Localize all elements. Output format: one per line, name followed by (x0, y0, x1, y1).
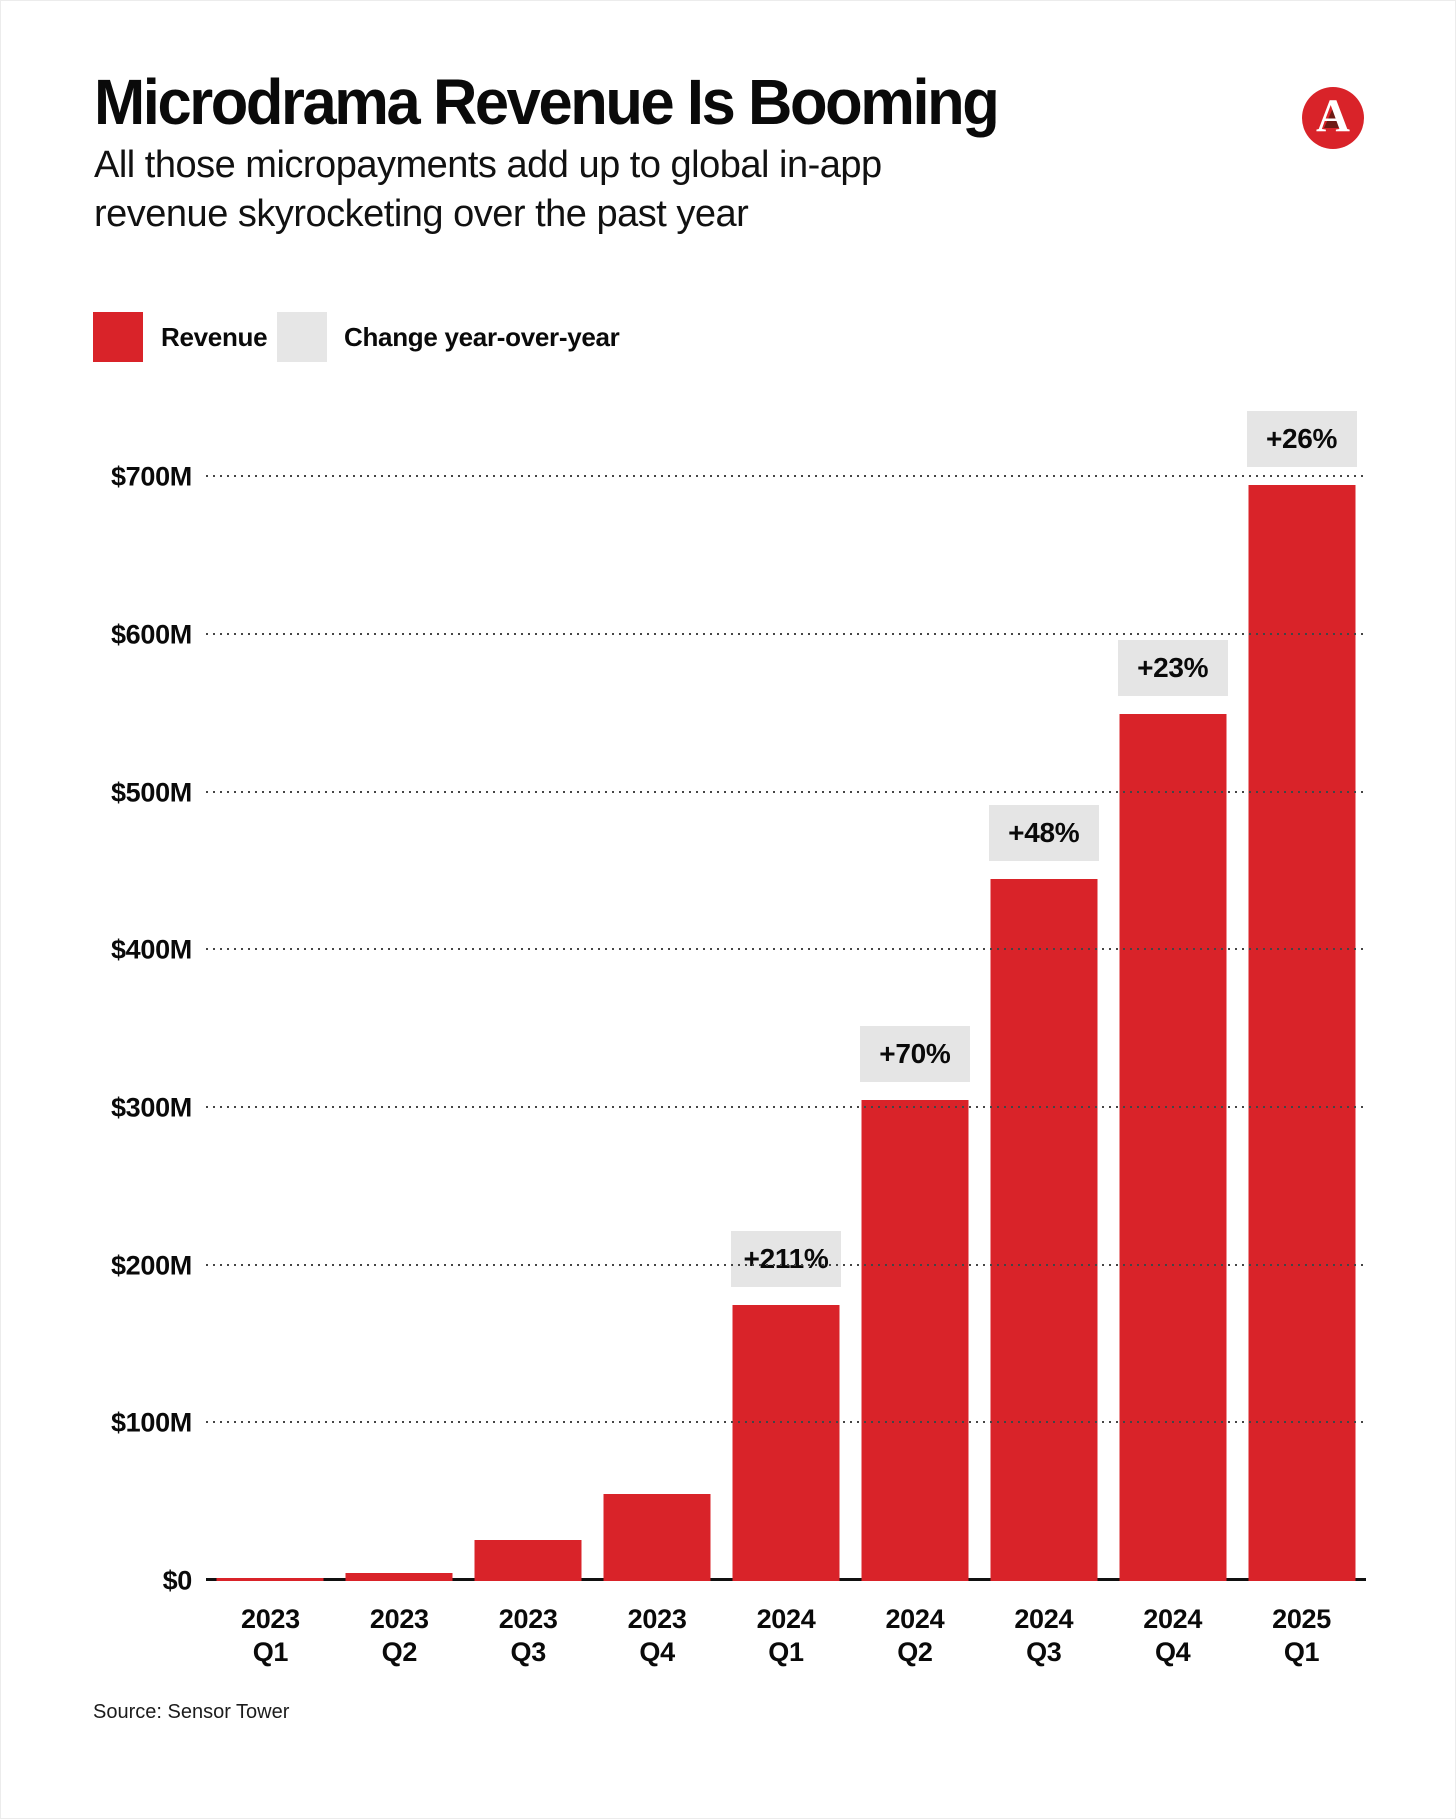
x-label-quarter: Q2 (897, 1637, 933, 1667)
x-axis-tick-label: 2023 Q4 (593, 1603, 722, 1669)
y-axis-tick-label: $100M (110, 1407, 192, 1438)
gridline-200m (206, 1263, 1366, 1266)
source-note: Source: Sensor Tower (93, 1701, 290, 1723)
chart-subtitle: All those micropayments add up to global… (94, 141, 882, 239)
legend-label-change: Change year-over-year (344, 321, 620, 352)
gridline-600m (206, 632, 1366, 635)
bar-slot-2023-q3: 2023 Q3 (464, 401, 593, 1667)
gridline-100m (206, 1421, 1366, 1424)
x-axis-tick-label: 2024 Q3 (979, 1603, 1108, 1669)
x-axis-tick-label: 2024 Q2 (850, 1603, 979, 1669)
revenue-bar (474, 1540, 582, 1581)
bar-slot-2024-q4: +23% 2024 Q4 (1108, 401, 1237, 1667)
gridline-700m (206, 475, 1366, 478)
x-label-year: 2023 (498, 1604, 558, 1634)
x-label-quarter: Q4 (1154, 1637, 1191, 1667)
x-axis-tick-label: 2025 Q1 (1237, 1603, 1366, 1669)
revenue-bar (603, 1494, 711, 1581)
x-label-year: 2025 (1272, 1604, 1331, 1634)
x-label-year: 2024 (885, 1604, 945, 1634)
x-label-quarter: Q2 (381, 1637, 418, 1667)
bar-slot-2023-q4: 2023 Q4 (593, 401, 722, 1667)
x-label-quarter: Q3 (510, 1637, 547, 1667)
gridline-500m (206, 790, 1366, 793)
bar-slot-2023-q1: 2023 Q1 (206, 401, 335, 1667)
logo-counter-triangle (1324, 108, 1342, 128)
legend-label-revenue: Revenue (161, 321, 268, 352)
x-label-year: 2024 (1014, 1604, 1074, 1634)
logo-letter: A (1316, 90, 1350, 142)
bar-slot-2025-q1: +26% 2025 Q1 (1237, 401, 1366, 1667)
x-label-quarter: Q3 (1026, 1637, 1062, 1667)
x-label-quarter: Q1 (1283, 1637, 1320, 1667)
bar-slot-2024-q2: +70% 2024 Q2 (850, 401, 979, 1667)
revenue-bar (345, 1573, 453, 1581)
legend-swatch-change (277, 312, 327, 362)
x-axis-tick-label: 2024 Q1 (722, 1603, 851, 1669)
revenue-bar (216, 1578, 324, 1581)
chart-subtitle-line2: revenue skyrocketing over the past year (94, 193, 749, 235)
x-axis-tick-label: 2023 Q3 (464, 1603, 593, 1669)
y-axis-tick-label: $600M (110, 619, 192, 650)
x-axis-tick-label: 2023 Q2 (335, 1603, 464, 1669)
x-label-quarter: Q1 (252, 1637, 289, 1667)
x-axis-tick-label: 2024 Q4 (1108, 1603, 1237, 1669)
atlantic-logo-icon: A (1302, 87, 1364, 149)
bar-slot-2023-q2: 2023 Q2 (335, 401, 464, 1667)
x-label-year: 2023 (241, 1604, 300, 1634)
x-label-year: 2023 (627, 1604, 687, 1634)
revenue-bar (732, 1305, 840, 1581)
bar-slots: 2023 Q1 2023 Q2 2023 Q3 2023 Q4 +211% 2024 Q1 +70% 2… (206, 401, 1366, 1667)
change-badge: +23% (1117, 640, 1228, 696)
x-label-quarter: Q4 (639, 1637, 675, 1667)
plot-area: 2023 Q1 2023 Q2 2023 Q3 2023 Q4 +211% 2024 Q1 +70% 2… (111, 401, 1366, 1667)
y-axis-tick-label: $300M (110, 1092, 192, 1123)
y-axis-tick-label: $700M (110, 461, 192, 492)
y-axis-tick-label: $200M (110, 1250, 192, 1281)
y-axis-tick-label: $0 (162, 1565, 193, 1596)
gridline-300m (206, 1105, 1366, 1108)
revenue-bar (990, 879, 1098, 1581)
revenue-bar (1119, 714, 1227, 1581)
chart-subtitle-line1: All those micropayments add up to global… (94, 144, 882, 186)
chart-title: Microdrama Revenue Is Booming (94, 66, 1000, 138)
revenue-bar (1248, 485, 1356, 1581)
x-label-year: 2024 (756, 1604, 816, 1634)
x-label-quarter: Q1 (768, 1637, 804, 1667)
legend-swatch-revenue (93, 312, 143, 362)
y-axis-tick-label: $400M (110, 934, 192, 965)
x-axis-tick-label: 2023 Q1 (206, 1603, 335, 1669)
x-label-year: 2023 (369, 1604, 429, 1634)
y-axis-tick-label: $500M (110, 777, 192, 807)
revenue-bar (861, 1100, 969, 1581)
change-badge: +48% (988, 805, 1099, 861)
x-label-year: 2024 (1143, 1604, 1203, 1634)
gridline-400m (206, 948, 1366, 951)
bar-slot-2024-q3: +48% 2024 Q3 (979, 401, 1108, 1667)
change-badge: +211% (731, 1231, 841, 1287)
change-badge: +26% (1246, 411, 1357, 467)
change-badge: +70% (859, 1026, 970, 1082)
bar-slot-2024-q1: +211% 2024 Q1 (722, 401, 851, 1667)
